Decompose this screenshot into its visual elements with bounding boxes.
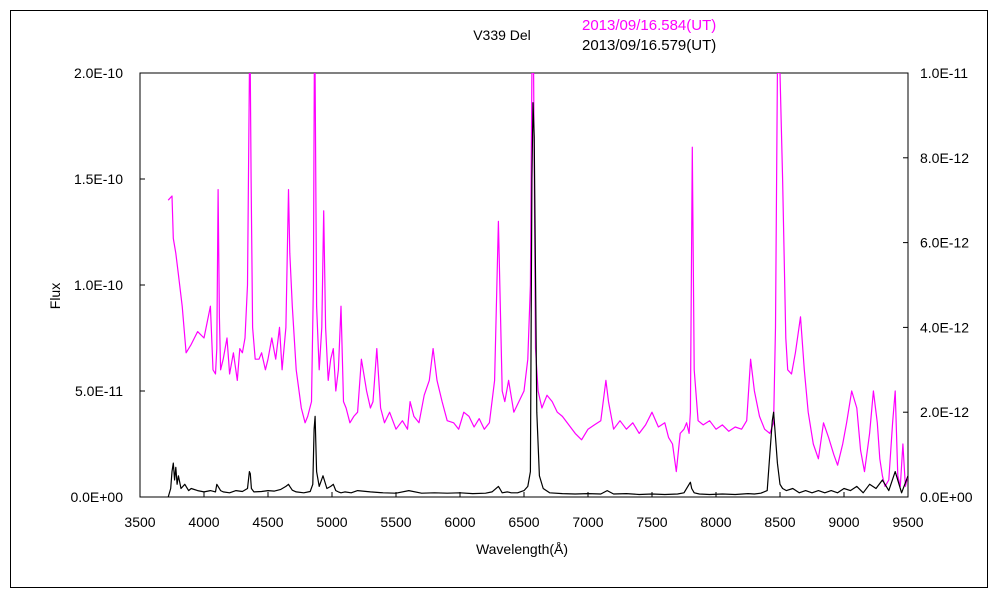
x-tick-label: 6500	[508, 514, 539, 530]
y-right-tick-label: 0.0E+00	[920, 489, 973, 505]
y-left-tick-label: 1.0E-10	[74, 277, 123, 293]
legend-series-2: 2013/09/16.579(UT)	[582, 37, 716, 54]
legend-series-1: 2013/09/16.584(UT)	[582, 17, 716, 34]
right-y-axis: 0.0E+00 2.0E-12 4.0E-12 6.0E-12 8.0E-12 1.0E-…	[903, 65, 973, 505]
x-tick-label: 6000	[444, 514, 475, 530]
x-tick-label: 5000	[316, 514, 347, 530]
x-tick-label: 8500	[764, 514, 795, 530]
y-right-tick-label: 1.0E-11	[920, 65, 968, 81]
x-tick-label: 3500	[124, 514, 155, 530]
x-tick-label: 9500	[892, 514, 923, 530]
x-tick-label: 9000	[828, 514, 859, 530]
y-right-tick-label: 8.0E-12	[920, 150, 969, 166]
x-axis-label: Wavelength(Å)	[476, 541, 568, 557]
y-right-tick-label: 2.0E-12	[920, 404, 969, 420]
series-line-2	[167, 102, 908, 497]
plot-area	[139, 72, 909, 498]
y-right-tick-label: 4.0E-12	[920, 319, 969, 335]
chart-frame	[10, 10, 988, 588]
series-layer	[167, 73, 908, 497]
x-tick-label: 4000	[188, 514, 219, 530]
x-tick-label: 8000	[700, 514, 731, 530]
y-left-tick-label: 2.0E-10	[74, 65, 123, 81]
x-tick-label: 7500	[636, 514, 667, 530]
y-left-tick-label: 0.0E+00	[70, 489, 123, 505]
x-tick-label: 7000	[572, 514, 603, 530]
x-tick-label: 4500	[252, 514, 283, 530]
series-line-1	[167, 73, 908, 487]
y-right-tick-label: 6.0E-12	[920, 235, 969, 251]
left-y-axis: 0.0E+00 5.0E-11 1.0E-10 1.5E-10 2.0E-10	[70, 65, 145, 505]
y-left-tick-label: 5.0E-11	[75, 383, 123, 399]
x-axis: 3500 4000 4500 5000 5500 6000 6500 7000 7500 8000…	[124, 492, 924, 530]
y-axis-label: Flux	[47, 283, 63, 309]
chart-title: V339 Del	[473, 27, 531, 43]
y-left-tick-label: 1.5E-10	[74, 171, 123, 187]
x-tick-label: 5500	[380, 514, 411, 530]
